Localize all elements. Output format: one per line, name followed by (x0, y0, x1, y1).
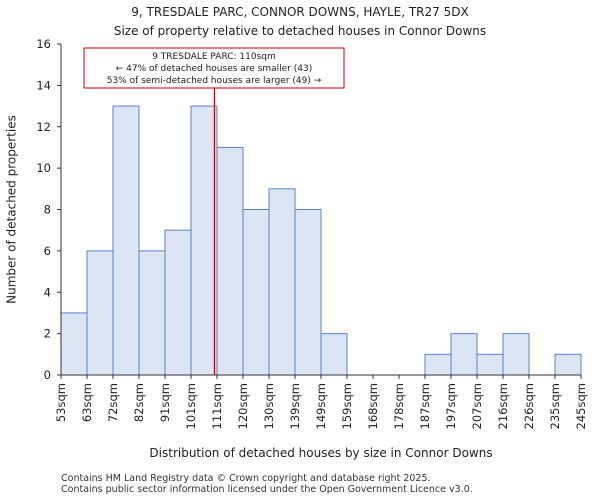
x-tick-label: 101sqm (184, 383, 198, 429)
x-tick-label: 245sqm (574, 383, 588, 429)
y-tick-label: 6 (44, 244, 51, 258)
y-ticks-layer: 0 2 4 6 8 10 12 14 16 (36, 37, 61, 382)
x-tick-label: 111sqm (210, 383, 224, 429)
x-tick-label: 216sqm (496, 383, 510, 429)
bar-72sqm[interactable] (112, 105, 140, 376)
y-tick-label: 16 (36, 37, 51, 51)
x-tick-label: 226sqm (522, 383, 536, 429)
bar-130sqm[interactable] (268, 188, 296, 376)
x-tick-label: 187sqm (418, 383, 432, 429)
bar-149sqm[interactable] (320, 333, 348, 376)
y-tick-label: 8 (44, 203, 51, 217)
bar-216sqm[interactable] (502, 333, 530, 376)
x-tick-label: 235sqm (548, 383, 562, 429)
bar-207sqm[interactable] (476, 353, 504, 376)
chart-title: 9, TRESDALE PARC, CONNOR DOWNS, HAYLE, T… (131, 5, 468, 19)
x-ticks-layer: 53sqm 63sqm 72sqm 82sqm 91sqm 101sqm 111sqm 120… (54, 375, 588, 429)
footer-licence: Contains public sector information licen… (61, 484, 473, 495)
bar-82sqm[interactable] (138, 250, 166, 376)
x-tick-label: 120sqm (236, 383, 250, 429)
y-tick-label: 2 (44, 327, 51, 341)
x-tick-label: 159sqm (340, 383, 354, 429)
bar-139sqm[interactable] (294, 209, 322, 376)
annotation-frame (83, 47, 345, 89)
x-tick-label: 197sqm (444, 383, 458, 429)
y-tick-label: 12 (36, 120, 51, 134)
x-tick-label: 72sqm (106, 383, 120, 422)
x-tick-label: 178sqm (392, 383, 406, 429)
bar-111sqm[interactable] (216, 146, 244, 376)
annotation-larger: 53% of semi-detached houses are larger (… (107, 76, 322, 86)
chart-subtitle: Size of property relative to detached ho… (114, 24, 486, 38)
x-axis-title: Distribution of detached houses by size … (149, 446, 492, 460)
x-tick-label: 149sqm (314, 383, 328, 429)
y-tick-label: 10 (36, 161, 51, 175)
bar-53sqm[interactable] (60, 312, 88, 376)
x-tick-label: 168sqm (366, 383, 380, 429)
x-tick-label: 207sqm (470, 383, 484, 429)
x-tick-label: 53sqm (54, 383, 68, 422)
bar-63sqm[interactable] (86, 250, 114, 376)
x-tick-label: 130sqm (262, 383, 276, 429)
x-tick-label: 82sqm (132, 383, 146, 422)
bar-91sqm[interactable] (164, 229, 192, 376)
bar-120sqm[interactable] (242, 209, 270, 376)
y-tick-label: 14 (36, 78, 51, 92)
x-tick-label: 139sqm (288, 383, 302, 429)
footer-copyright: Contains HM Land Registry data © Crown c… (61, 473, 431, 484)
y-tick-label: 4 (44, 285, 51, 299)
bar-187sqm[interactable] (424, 353, 452, 376)
x-tick-label: 63sqm (80, 383, 94, 422)
annotation-smaller: ← 47% of detached houses are smaller (43… (116, 64, 313, 74)
bar-235sqm[interactable] (554, 353, 582, 376)
bar-197sqm[interactable] (450, 333, 478, 376)
annotation-title: 9 TRESDALE PARC: 110sqm (152, 52, 276, 62)
bars-layer (60, 105, 582, 376)
y-axis-title: Number of detached properties (5, 115, 19, 304)
annotation-box: 9 TRESDALE PARC: 110sqm ← 47% of detache… (83, 47, 345, 89)
x-tick-label: 91sqm (158, 383, 172, 422)
y-tick-label: 0 (44, 368, 51, 382)
bar-101sqm[interactable] (190, 105, 218, 376)
